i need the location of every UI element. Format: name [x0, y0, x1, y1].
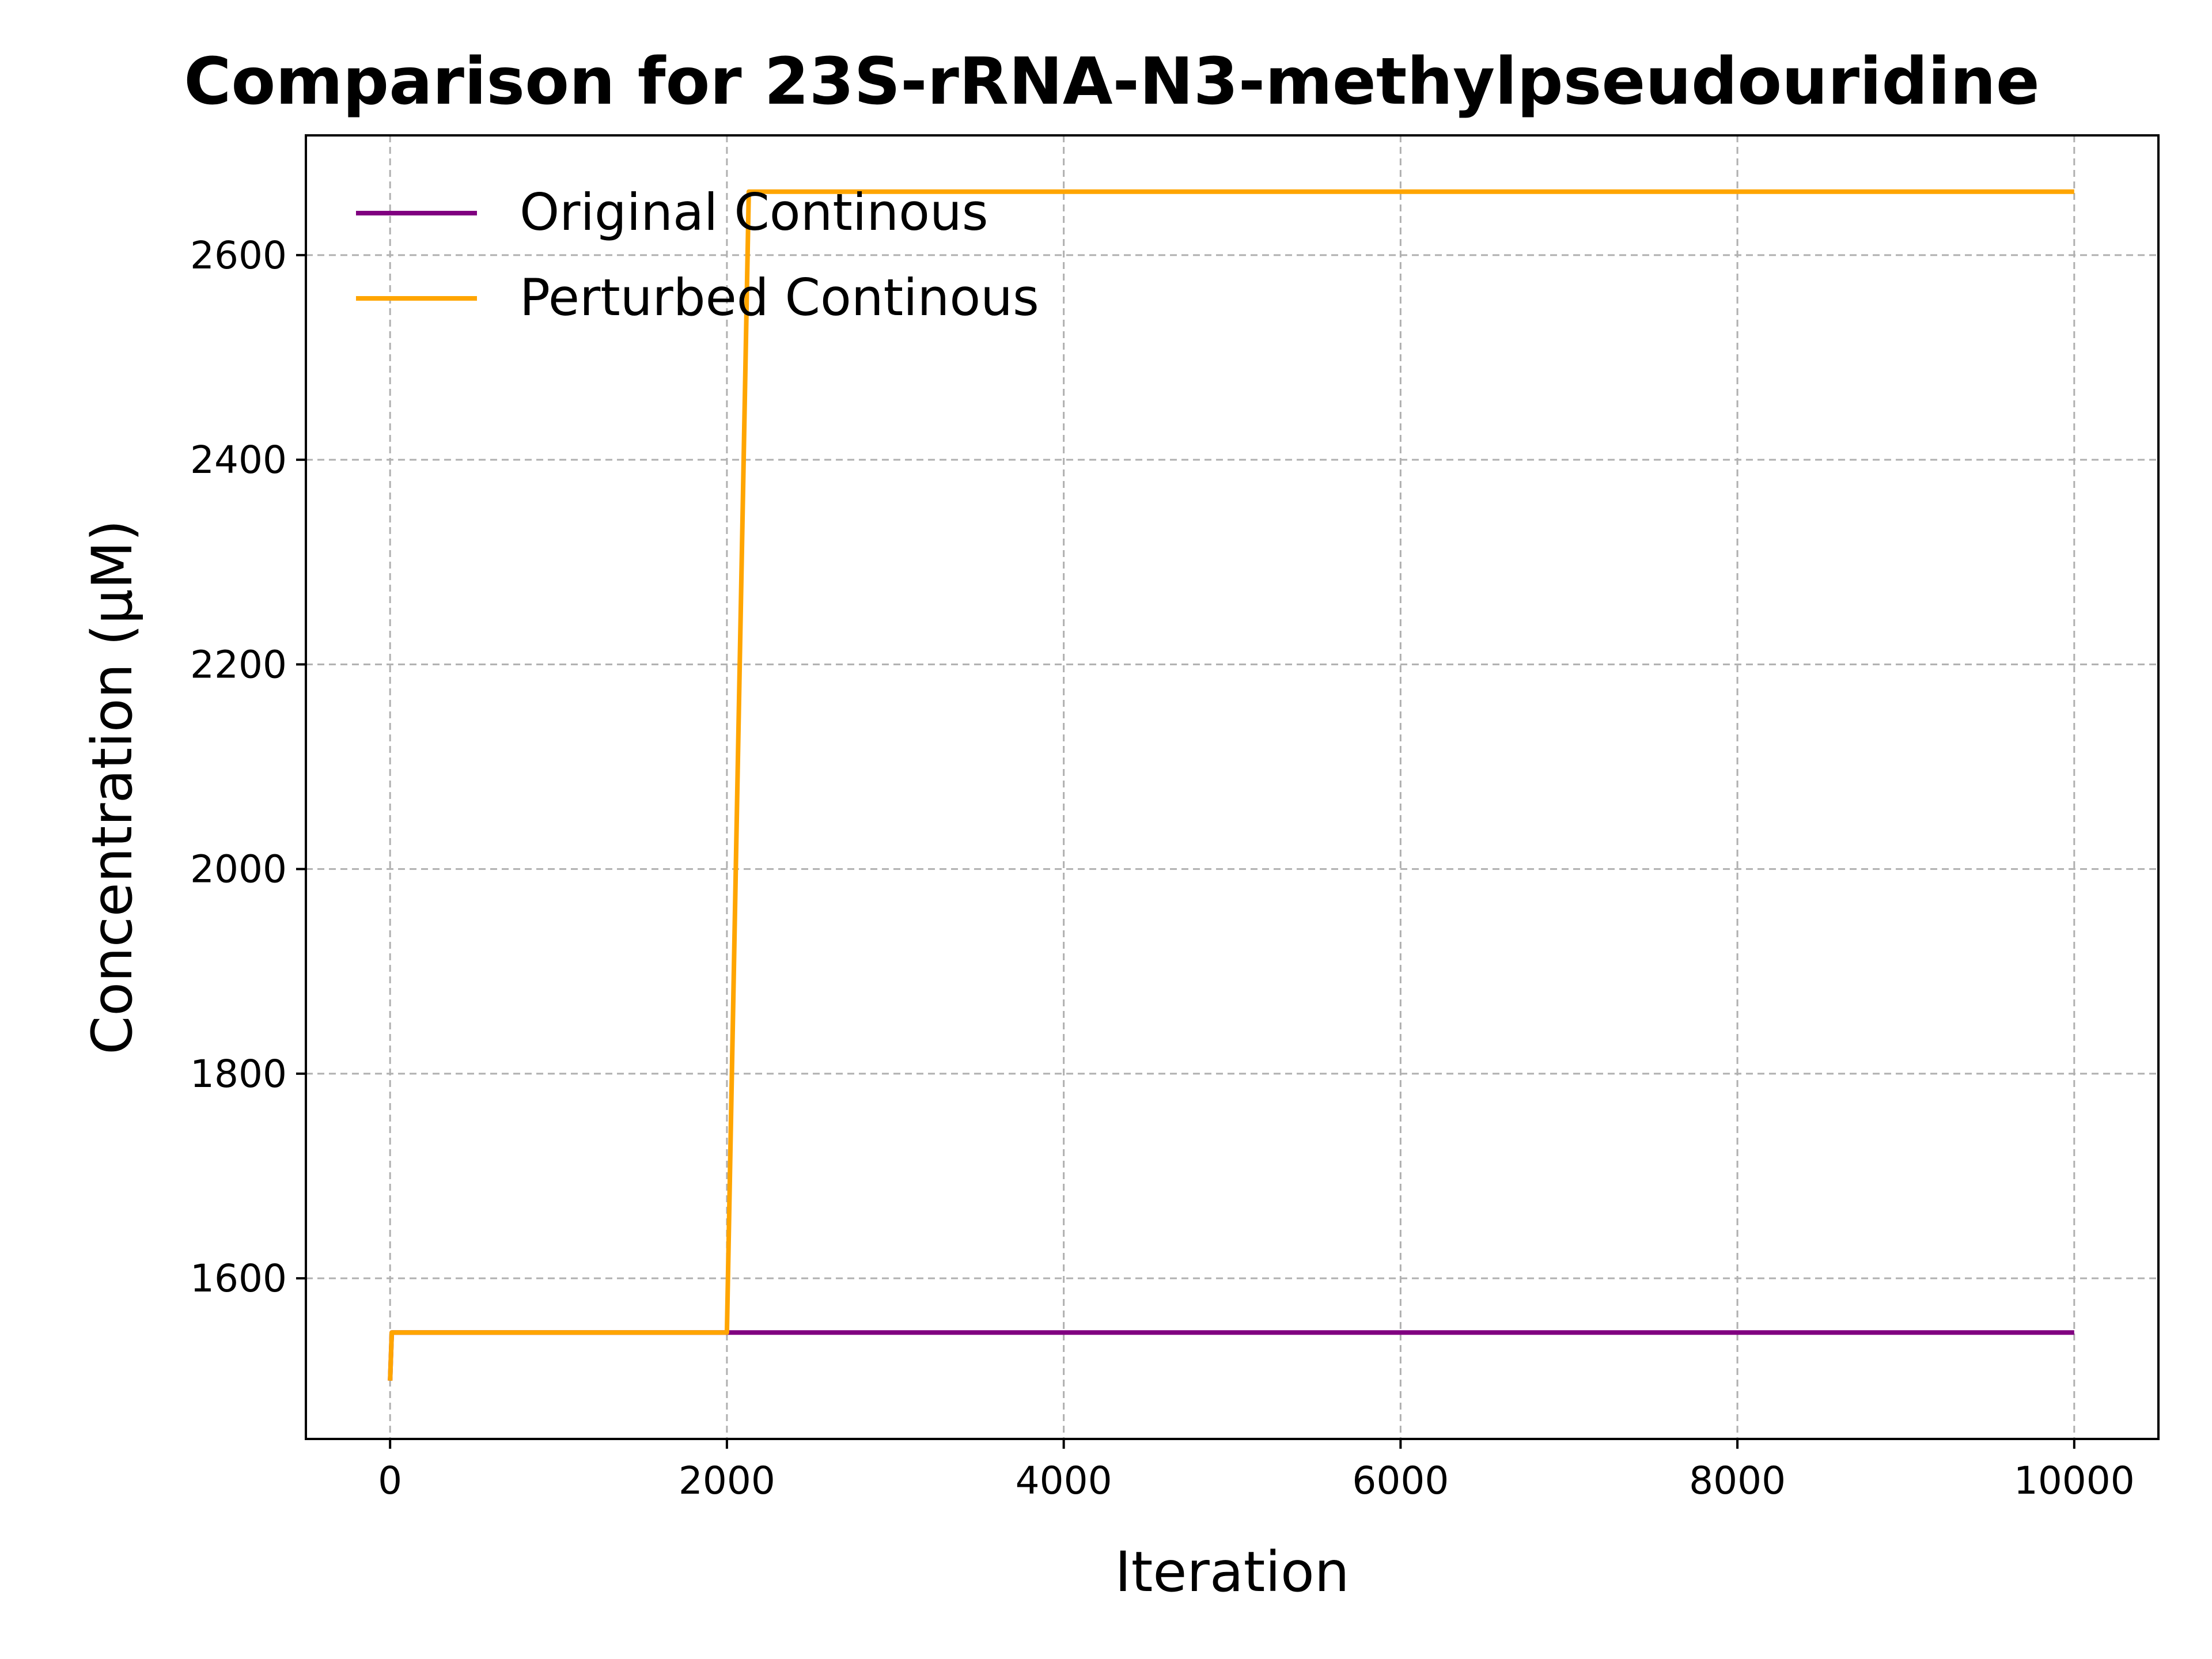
y-tick-label: 2400: [190, 438, 287, 482]
x-tick-label: 2000: [679, 1459, 775, 1503]
y-tick-label: 2000: [190, 847, 287, 892]
y-tick-label: 2200: [190, 642, 287, 687]
x-axis-label: Iteration: [1115, 1540, 1349, 1604]
legend-label: Original Continous: [520, 183, 988, 242]
series-line-2: [388, 189, 2074, 1381]
chart-title: Comparison for 23S-rRNA-N3-methylpseudou…: [184, 44, 2040, 119]
series-line-1: [388, 1330, 2074, 1381]
grid: [306, 135, 2158, 1439]
series-layer: [388, 189, 2074, 1381]
y-tick-label: 1600: [190, 1256, 287, 1301]
x-tick-label: 4000: [1016, 1459, 1112, 1503]
plot-area-frame: [305, 134, 2160, 1440]
x-tick-label: 0: [378, 1459, 402, 1503]
axis-ticks: 0 2000 4000 6000 8000 10000 1600 1800 2000 2200 24…: [190, 233, 2135, 1503]
legend: Original Continous Perturbed Continous: [356, 183, 1039, 327]
x-tick-label: 10000: [2014, 1459, 2135, 1503]
x-tick-label: 6000: [1352, 1459, 1449, 1503]
y-tick-label: 2600: [190, 233, 287, 278]
legend-label: Perturbed Continous: [520, 268, 1039, 327]
y-tick-label: 1800: [190, 1052, 287, 1096]
y-axis-label: Concentration (μM): [80, 520, 145, 1054]
x-tick-label: 8000: [1689, 1459, 1786, 1503]
